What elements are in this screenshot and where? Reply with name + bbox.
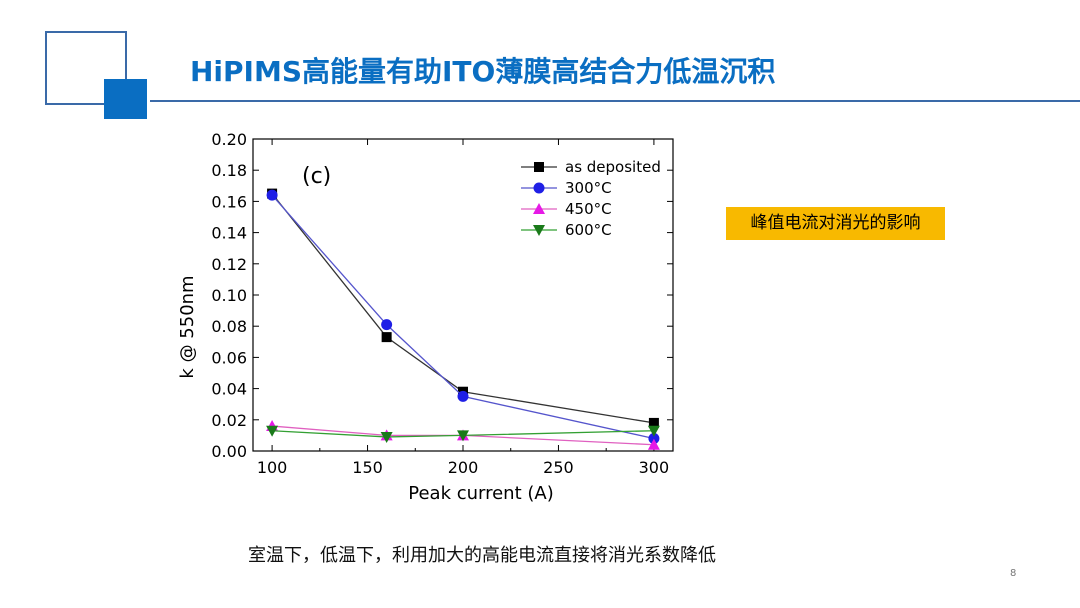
y-tick-label: 0.00 xyxy=(211,442,247,461)
y-axis-label: k @ 550nm xyxy=(177,275,198,378)
data-point-300-c xyxy=(381,319,393,331)
data-point-600-c xyxy=(266,425,279,437)
y-tick-label: 0.12 xyxy=(211,255,247,274)
data-point-300-c xyxy=(266,189,278,201)
line-chart: 100 150 200 250 300 0.00 0.02 0.04 0.06 0.08 0.10 0… xyxy=(177,130,674,504)
series-line-600-c xyxy=(272,430,654,438)
legend-marker-450-c xyxy=(533,203,545,214)
data-point-as-deposited xyxy=(648,417,659,428)
series-line-as-deposited xyxy=(271,193,655,424)
decorative-outline-square xyxy=(45,31,127,105)
decorative-filled-square xyxy=(104,79,147,119)
legend-marker-600-c xyxy=(533,225,545,236)
legend-label-300-c: 300°C xyxy=(565,179,612,197)
data-point-as-deposited xyxy=(381,332,392,343)
y-tick-label: 0.02 xyxy=(211,411,247,430)
legend-marker-as-deposited xyxy=(534,162,544,172)
y-tick-label: 0.18 xyxy=(211,161,247,180)
y-tick-label: 0.20 xyxy=(211,130,247,149)
x-axis-label: Peak current (A) xyxy=(408,483,553,504)
y-tick-label: 0.10 xyxy=(211,286,247,305)
title-underline xyxy=(150,100,1080,102)
data-point-600-c xyxy=(647,425,660,437)
y-tick-label: 0.06 xyxy=(211,348,247,367)
panel-label: (c) xyxy=(302,164,331,189)
series-line-300-c xyxy=(271,194,655,440)
data-point-450-c xyxy=(647,438,660,450)
legend-label-600-c: 600°C xyxy=(565,221,612,239)
data-point-300-c xyxy=(457,390,469,402)
slide-title: HiPIMS高能量有助ITO薄膜高结合力低温沉积 xyxy=(190,55,776,88)
y-tick-label: 0.04 xyxy=(211,380,247,399)
y-tick-label: 0.08 xyxy=(211,317,247,336)
y-tick-label: 0.14 xyxy=(211,224,247,243)
callout-box: 峰值电流对消光的影响 xyxy=(726,207,945,240)
legend-label-as-deposited: as deposited xyxy=(565,158,661,176)
x-tick-label: 150 xyxy=(352,458,383,477)
x-tick-label: 200 xyxy=(448,458,479,477)
x-tick-label: 300 xyxy=(639,458,670,477)
x-tick-label: 100 xyxy=(257,458,288,477)
legend-marker-300-c xyxy=(533,182,545,194)
chart-container: 100 150 200 250 300 0.00 0.02 0.04 0.06 0.08 0.10 0… xyxy=(175,125,695,515)
data-point-300-c xyxy=(648,433,660,445)
data-point-600-c xyxy=(457,430,469,442)
x-tick-label: 250 xyxy=(543,458,574,477)
data-point-600-c xyxy=(380,431,393,443)
series-line-450-c xyxy=(272,425,654,446)
y-tick-label: 0.16 xyxy=(211,192,247,211)
slide-caption: 室温下，低温下，利用加大的高能电流直接将消光系数降低 xyxy=(248,545,716,566)
page-number: 8 xyxy=(1010,568,1017,579)
legend-label-450-c: 450°C xyxy=(565,200,612,218)
